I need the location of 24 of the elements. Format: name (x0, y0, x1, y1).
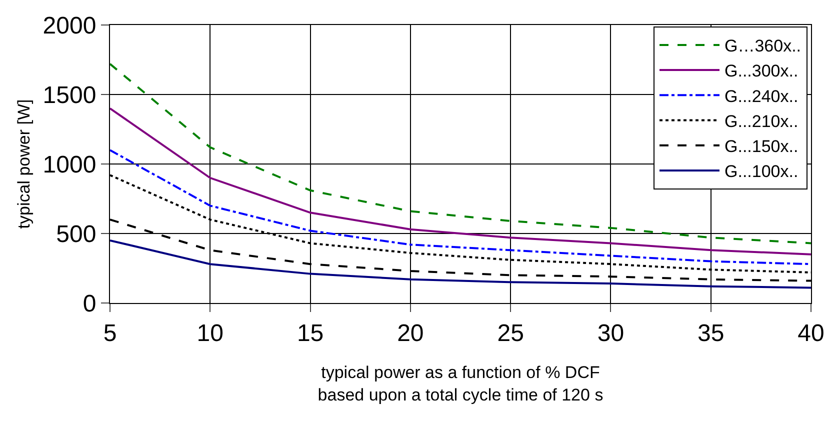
line-series (110, 107, 811, 256)
x-tick-label: 20 (397, 320, 424, 347)
y-axis-title: typical power [W] (14, 99, 34, 229)
legend-label: G...210x.. (724, 112, 798, 131)
x-tick-label: 10 (196, 320, 224, 347)
legend-label: G...240x.. (724, 86, 798, 106)
x-tick-label: 35 (698, 320, 724, 347)
line-series (110, 62, 811, 244)
x-tick-label: 15 (296, 320, 324, 347)
line-series (110, 239, 811, 289)
legend-label: G...150x.. (724, 136, 798, 156)
legend-label: G...300x.. (724, 62, 798, 81)
y-tick-label: 1000 (42, 151, 96, 178)
x-tick-label: 40 (798, 320, 824, 347)
legend-label: G...100x.. (724, 162, 798, 182)
y-tick-label: 2000 (42, 12, 96, 40)
y-tick-label: 500 (56, 220, 96, 248)
legend-label: G…360x.. (724, 36, 802, 56)
x-tick-label: 5 (103, 320, 117, 347)
y-tick-label: 0 (82, 290, 96, 318)
x-axis-title: typical power as a function of % DCF based upon a total cycle time of 120 s (318, 363, 604, 404)
x-tick-label: 30 (597, 320, 624, 347)
x-tick-label: 25 (497, 320, 524, 347)
y-tick-label: 1500 (42, 82, 96, 109)
